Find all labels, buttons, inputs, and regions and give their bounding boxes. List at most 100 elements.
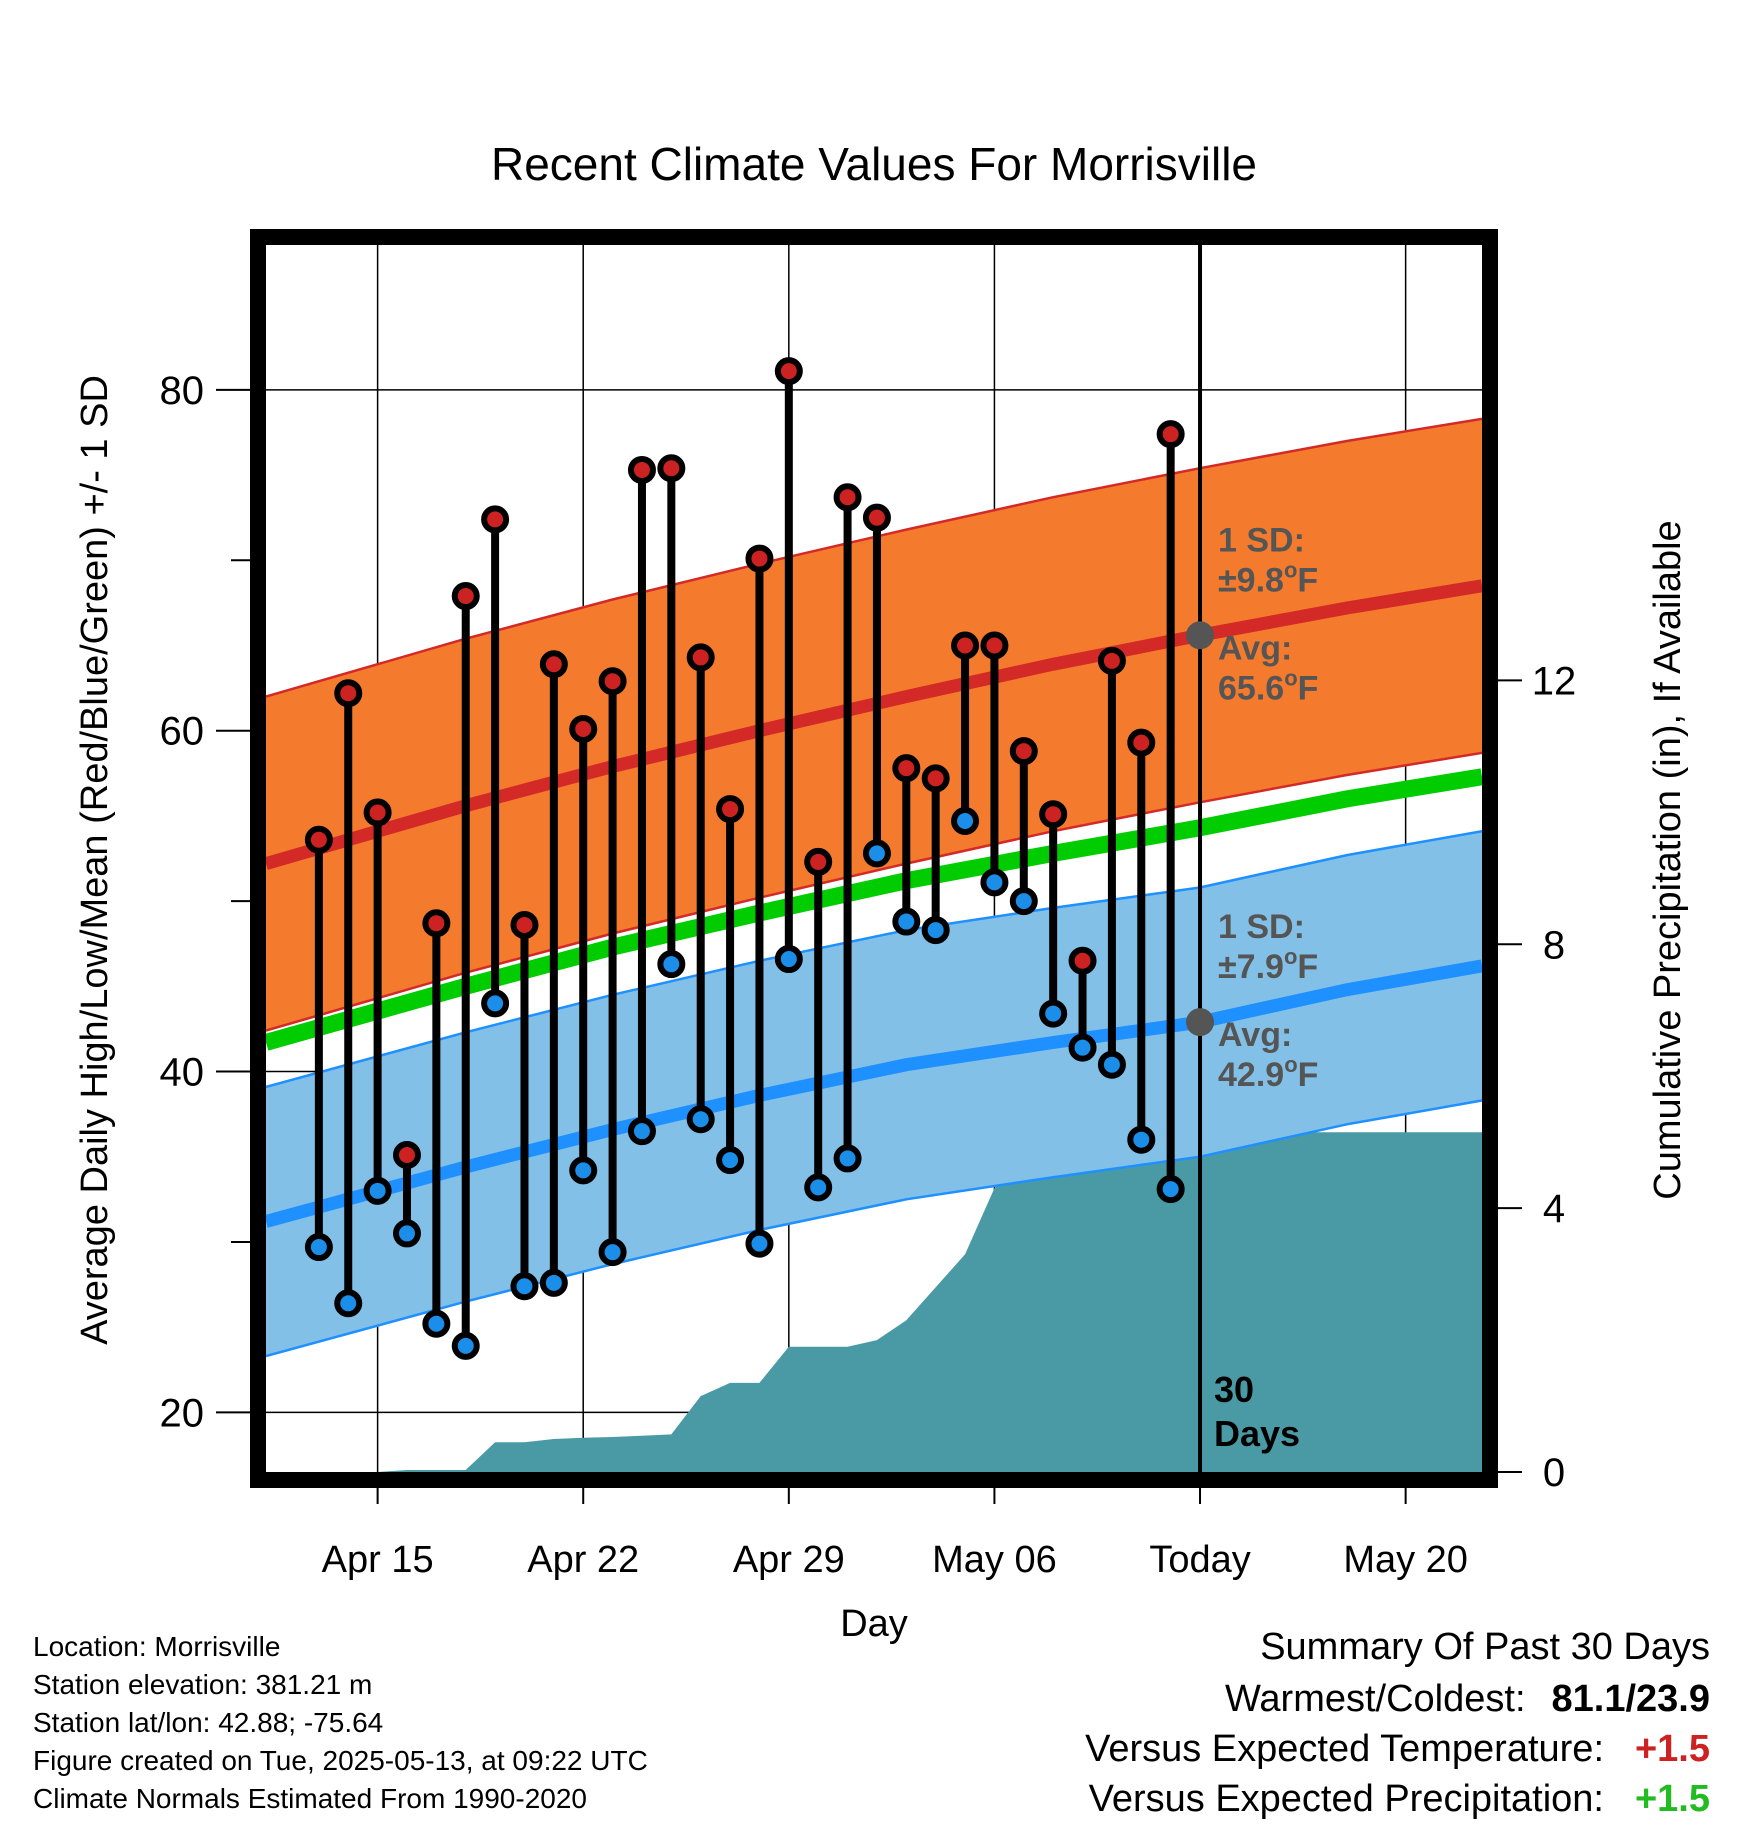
- x-tick-label: Apr 22: [527, 1539, 639, 1581]
- x-axis-label: Day: [840, 1603, 908, 1645]
- summary-warm-cold-value: 81.1/23.9: [1551, 1678, 1710, 1720]
- daily-low-point: [304, 1233, 333, 1262]
- daily-high-point: [422, 909, 451, 938]
- y-right-tick-label: 8: [1543, 923, 1565, 967]
- chart-title: Recent Climate Values For Morrisville: [491, 138, 1257, 190]
- y-left-tick-label: 40: [160, 1051, 205, 1095]
- y-left-tick-label: 20: [160, 1391, 205, 1435]
- high-sd-value: ±9.8oF: [1218, 557, 1318, 599]
- daily-high-point: [774, 357, 803, 386]
- daily-high-point: [481, 505, 510, 534]
- low-sd-label: 1 SD:: [1218, 908, 1305, 946]
- summary-temp: Versus Expected Temperature: +1.5: [1085, 1728, 1710, 1771]
- y-right-tick-label: 12: [1532, 659, 1577, 703]
- daily-high-point: [951, 631, 980, 660]
- daily-low-point: [892, 907, 921, 936]
- daily-high-point: [1068, 946, 1097, 975]
- footer-latlon: Station lat/lon: 42.88; -75.64: [33, 1707, 384, 1738]
- daily-low-point: [363, 1176, 392, 1205]
- precip-area: [266, 1132, 1482, 1472]
- daily-low-point: [1009, 887, 1038, 916]
- daily-low-point: [392, 1219, 421, 1248]
- daily-low-point: [921, 916, 950, 945]
- daily-high-point: [833, 483, 862, 512]
- daily-high-point: [539, 650, 568, 679]
- daily-low-point: [1097, 1050, 1126, 1079]
- low-sd-value: ±7.9oF: [1218, 944, 1318, 986]
- today-days-label-line1: 30: [1214, 1369, 1254, 1410]
- daily-high-point: [304, 825, 333, 854]
- daily-low-point: [539, 1268, 568, 1297]
- daily-high-point: [392, 1141, 421, 1170]
- daily-high-point: [686, 643, 715, 672]
- high-sd-label: 1 SD:: [1218, 521, 1305, 559]
- y-right-tick-label: 4: [1543, 1187, 1565, 1231]
- summary-precip-label: Versus Expected Precipitation:: [1088, 1778, 1604, 1820]
- daily-high-point: [451, 582, 480, 611]
- axis-ticks: [216, 388, 1522, 1504]
- summary-temp-value: +1.5: [1634, 1728, 1710, 1770]
- daily-high-point: [569, 714, 598, 743]
- daily-high-point: [657, 454, 686, 483]
- summary-precip-value: +1.5: [1634, 1778, 1710, 1820]
- daily-low-point: [422, 1309, 451, 1338]
- daily-high-point: [1009, 737, 1038, 766]
- daily-high-point: [1097, 646, 1126, 675]
- summary-temp-label: Versus Expected Temperature:: [1085, 1728, 1604, 1770]
- summary-warm-cold: Warmest/Coldest: 81.1/23.9: [1225, 1678, 1710, 1721]
- daily-low-point: [804, 1173, 833, 1202]
- low-avg-label: Avg:: [1218, 1016, 1292, 1054]
- daily-high-point: [862, 503, 891, 532]
- daily-high-point: [745, 544, 774, 573]
- footer-elevation: Station elevation: 381.21 m: [33, 1669, 373, 1700]
- daily-low-point: [569, 1156, 598, 1185]
- daily-low-point: [334, 1289, 363, 1318]
- y-left-tick-label: 80: [160, 369, 205, 413]
- today-days-label-line2: Days: [1214, 1413, 1300, 1454]
- daily-low-point: [657, 950, 686, 979]
- daily-low-point: [686, 1105, 715, 1134]
- daily-low-point: [1039, 999, 1068, 1028]
- daily-low-point: [862, 839, 891, 868]
- footer-location: Location: Morrisville: [33, 1631, 281, 1662]
- daily-low-point: [510, 1272, 539, 1301]
- daily-high-point: [510, 910, 539, 939]
- daily-low-point: [627, 1117, 656, 1146]
- summary-warm-cold-label: Warmest/Coldest:: [1224, 1678, 1526, 1720]
- x-tick-label: May 20: [1343, 1539, 1468, 1581]
- summary-precip: Versus Expected Precipitation: +1.5: [1089, 1778, 1710, 1821]
- normal-low-line: [266, 959, 1482, 1228]
- high-avg-label: Avg:: [1218, 629, 1292, 667]
- daily-high-point: [598, 667, 627, 696]
- daily-high-point: [804, 847, 833, 876]
- daily-high-point: [627, 455, 656, 484]
- plot-frame: [250, 229, 1498, 1488]
- high-avg-value: 65.6oF: [1218, 665, 1318, 707]
- daily-high-point: [1156, 420, 1185, 449]
- daily-high-point: [921, 764, 950, 793]
- daily-high-point: [892, 754, 921, 783]
- y-right-tick-label: 0: [1543, 1451, 1565, 1495]
- normal-high-line: [266, 579, 1482, 870]
- y-axis-right-label: Cumulative Precipitation (in), If Availa…: [1647, 520, 1689, 1199]
- daily-low-point: [598, 1238, 627, 1267]
- x-tick-label: Today: [1149, 1539, 1250, 1581]
- footer-created: Figure created on Tue, 2025-05-13, at 09…: [33, 1745, 648, 1776]
- daily-high-point: [980, 631, 1009, 660]
- today-high-avg-marker: [1186, 621, 1215, 650]
- daily-high-point: [1127, 728, 1156, 757]
- daily-low-point: [745, 1229, 774, 1258]
- daily-low-point: [774, 945, 803, 974]
- daily-low-point: [716, 1146, 745, 1175]
- today-low-avg-marker: [1186, 1008, 1215, 1037]
- daily-low-point: [1127, 1125, 1156, 1154]
- summary-heading: Summary Of Past 30 Days: [1260, 1626, 1710, 1668]
- daily-low-point: [481, 989, 510, 1018]
- daily-high-point: [716, 795, 745, 824]
- normal-low-band: [266, 831, 1482, 1357]
- daily-low-point: [980, 868, 1009, 897]
- daily-high-point: [334, 679, 363, 708]
- daily-low-point: [1068, 1033, 1097, 1062]
- daily-low-point: [833, 1144, 862, 1173]
